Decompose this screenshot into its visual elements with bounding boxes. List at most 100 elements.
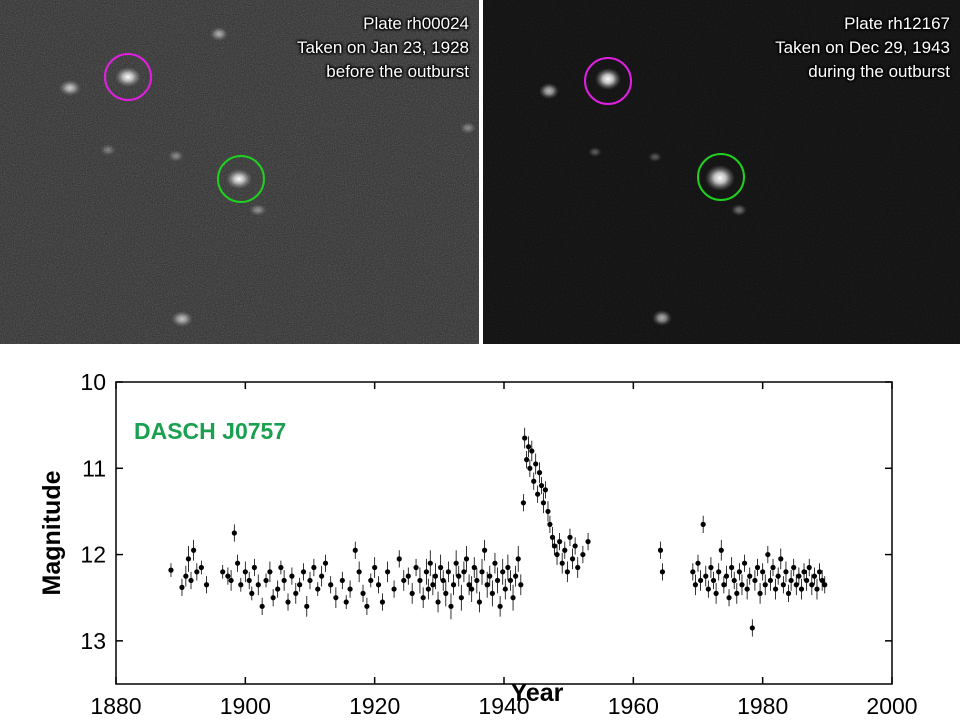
data-point [767, 577, 774, 584]
data-point [505, 564, 511, 571]
data-point [194, 569, 200, 575]
data-point [185, 556, 192, 562]
plate-state: before the outburst [326, 62, 469, 81]
data-point [319, 573, 325, 579]
data-point [529, 448, 535, 454]
y-tick-label: 12 [80, 542, 106, 568]
data-point [773, 586, 779, 592]
data-point [445, 569, 451, 575]
y-tick-label: 10 [80, 369, 106, 395]
data-point [549, 534, 556, 540]
data-point [741, 560, 748, 566]
data-point [188, 577, 194, 584]
star [59, 80, 81, 96]
data-point [690, 569, 696, 575]
x-tick-label: 1960 [608, 693, 659, 719]
data-point [757, 590, 763, 596]
data-point [572, 543, 578, 549]
data-point [557, 539, 563, 545]
data-point [479, 569, 485, 575]
data-point [385, 569, 391, 575]
data-point [251, 564, 257, 571]
plate-caption-before: Plate rh00024 Taken on Jan 23, 1928 befo… [297, 12, 469, 84]
data-point [307, 577, 313, 584]
data-point [822, 582, 828, 588]
data-point [507, 577, 514, 584]
data-point [497, 603, 503, 609]
data-point [242, 569, 248, 575]
data-point [220, 569, 226, 575]
data-point [379, 599, 386, 605]
data-point [780, 582, 786, 588]
data-point [183, 573, 189, 579]
data-point [492, 560, 498, 566]
target-circle [697, 153, 745, 201]
data-point [228, 577, 234, 584]
data-point [458, 595, 464, 601]
data-point [339, 577, 345, 584]
data-point [524, 457, 530, 463]
data-point [765, 551, 771, 558]
data-point [542, 487, 548, 493]
data-point [364, 603, 370, 609]
data-point [809, 582, 815, 588]
data-point [510, 595, 516, 601]
data-point [304, 603, 310, 609]
data-point [198, 564, 204, 571]
data-point [456, 573, 462, 579]
y-tick-label: 13 [80, 628, 106, 654]
star [210, 27, 228, 41]
data-point [461, 569, 467, 575]
x-tick-label: 1880 [90, 693, 141, 719]
data-point [347, 586, 353, 592]
data-point [466, 582, 472, 588]
data-point [315, 586, 321, 592]
x-axis-label: Year [511, 679, 564, 707]
data-point [535, 491, 541, 497]
data-point [375, 582, 382, 588]
x-tick-label: 1920 [349, 693, 400, 719]
data-point [270, 595, 276, 601]
data-point [300, 569, 307, 575]
data-point [225, 573, 231, 579]
data-point [554, 551, 560, 558]
target-circle [217, 155, 265, 203]
data-point [775, 573, 781, 579]
data-point [278, 564, 284, 571]
star [588, 147, 602, 157]
data-point [443, 590, 449, 596]
data-point [559, 560, 565, 566]
y-axis-label: Magnitude [38, 470, 66, 595]
light-curve-svg: 1880 1900 1920 1940 1960 1980 2000 10 11 12 13 DA… [38, 369, 918, 719]
plate-date: Taken on Dec 29, 1943 [775, 38, 950, 57]
data-point [191, 547, 197, 553]
data-point [726, 595, 732, 601]
data-point [575, 564, 581, 571]
data-point [540, 500, 547, 506]
data-point [718, 547, 724, 553]
data-point [430, 582, 436, 588]
data-point [749, 625, 755, 631]
comparison-circle [584, 57, 632, 105]
data-point [487, 573, 493, 579]
plot-frame [115, 381, 893, 685]
data-point [518, 582, 524, 588]
data-point [267, 569, 273, 575]
plate-caption-during: Plate rh12167 Taken on Dec 29, 1943 duri… [775, 12, 950, 84]
plate-date: Taken on Jan 23, 1928 [296, 38, 469, 57]
data-point [343, 599, 349, 605]
data-point [703, 573, 709, 579]
data-point [710, 577, 717, 584]
data-point [372, 564, 378, 571]
data-point [482, 547, 488, 553]
star [460, 122, 476, 134]
data-point [438, 564, 444, 571]
comparison-star [595, 68, 621, 90]
star [168, 150, 184, 162]
star-field-before [0, 0, 479, 344]
data-point [791, 564, 797, 571]
data-point [440, 577, 446, 584]
data-point [705, 586, 711, 592]
data-point [203, 582, 210, 588]
data-point [401, 577, 407, 584]
